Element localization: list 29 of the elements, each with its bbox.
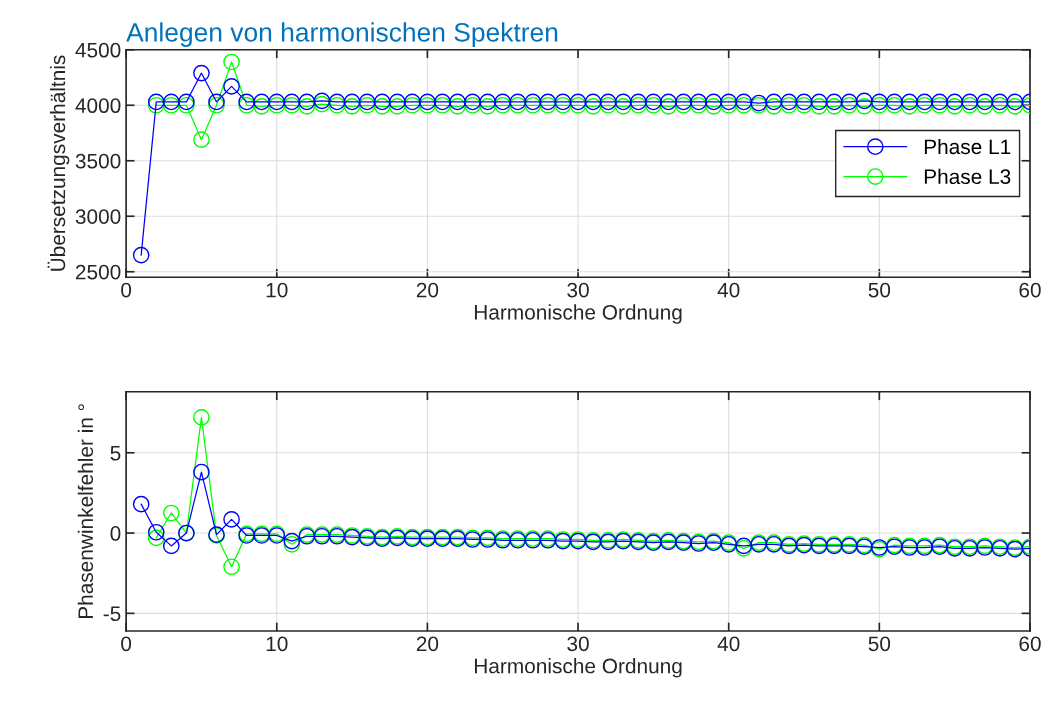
y-tick-label: 3000 (75, 209, 121, 224)
y-tick-label: 5 (110, 445, 121, 461)
legend-label: Phase L3 (924, 168, 1011, 185)
y-tick-label: 2500 (75, 264, 121, 280)
x-tick-label: 30 (567, 282, 589, 298)
x-tick-label: 20 (416, 636, 439, 652)
x-axis-title: Harmonische Ordnung (474, 658, 682, 678)
y-tick-label: -5 (103, 606, 121, 622)
x-tick-label: 0 (121, 282, 132, 298)
x-tick-label: 30 (567, 636, 589, 652)
x-tick-label: 40 (717, 636, 740, 652)
x-tick-label: 60 (1019, 282, 1041, 298)
x-tick-label: 10 (266, 282, 288, 298)
legend-label: Phase L1 (924, 138, 1011, 155)
chart-title: Anlegen von harmonischen Spektren (126, 22, 558, 47)
y-axis-title: Phasenwinkelfehler in ° (77, 404, 94, 619)
y-tick-label: 0 (110, 526, 121, 541)
y-tick-label: 4000 (75, 98, 121, 114)
x-tick-label: 40 (717, 282, 740, 298)
y-tick-label: 3500 (75, 153, 121, 169)
x-axis-title: Harmonische Ordnung (474, 304, 682, 324)
y-tick-label: 4500 (75, 42, 121, 58)
x-tick-label: 50 (868, 636, 891, 652)
x-tick-label: 50 (868, 282, 891, 298)
y-axis-title: Übersetzungsverhältnis (47, 55, 70, 271)
x-tick-label: 10 (266, 636, 288, 652)
x-tick-label: 0 (121, 636, 132, 652)
x-tick-label: 20 (416, 282, 439, 298)
x-tick-label: 60 (1019, 636, 1041, 652)
